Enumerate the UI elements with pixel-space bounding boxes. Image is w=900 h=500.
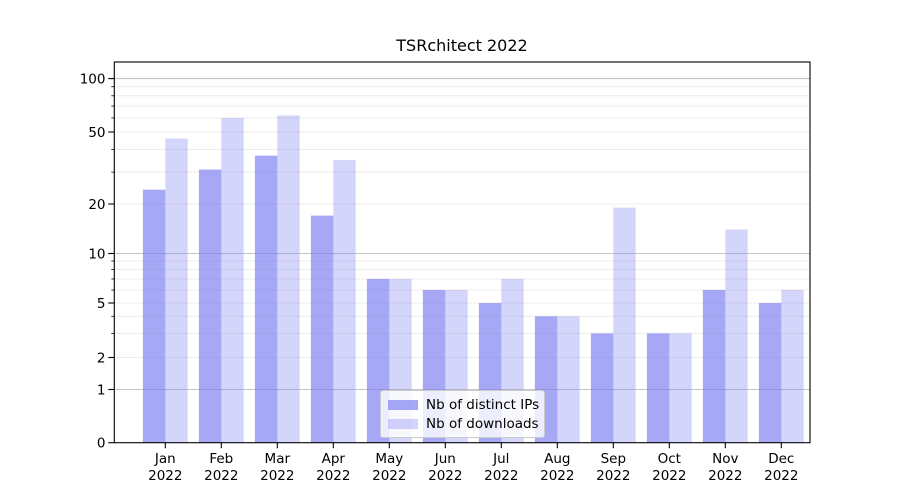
y-tick-label: 0 xyxy=(97,436,106,452)
x-tick-label-month: Apr xyxy=(322,451,346,467)
x-tick-label-month: Sep xyxy=(601,451,626,467)
legend-swatch-distinct-ips xyxy=(388,399,418,410)
y-tick-label: 1 xyxy=(97,382,106,398)
x-tick-label-year: 2022 xyxy=(372,468,406,484)
x-tick-label-year: 2022 xyxy=(428,468,462,484)
x-tick-label-year: 2022 xyxy=(316,468,350,484)
bar-distinct-ips-feb xyxy=(198,169,222,443)
y-tick-label: 100 xyxy=(80,71,106,87)
x-tick-label-year: 2022 xyxy=(148,468,182,484)
x-tick-label-year: 2022 xyxy=(708,468,742,484)
bar-downloads-feb xyxy=(221,117,244,443)
x-tick-label-year: 2022 xyxy=(484,468,518,484)
x-tick-label-year: 2022 xyxy=(540,468,574,484)
x-tick-label-month: Jul xyxy=(492,451,509,467)
bar-downloads-aug xyxy=(557,316,580,443)
bar-distinct-ips-oct xyxy=(646,333,670,443)
bar-distinct-ips-sep xyxy=(590,333,614,443)
x-tick-label-month: May xyxy=(375,451,403,467)
x-tick-label-month: Nov xyxy=(712,451,738,467)
bar-downloads-dec xyxy=(781,289,804,443)
bar-distinct-ips-mar xyxy=(254,155,278,443)
chart-title: TSRchitect 2022 xyxy=(396,36,528,55)
x-tick-label-month: Jun xyxy=(434,451,456,467)
x-tick-label-month: Feb xyxy=(209,451,233,467)
y-tick-label: 5 xyxy=(97,296,106,312)
legend-label-distinct-ips: Nb of distinct IPs xyxy=(426,396,540,413)
legend: Nb of distinct IPs Nb of downloads xyxy=(380,390,545,438)
y-tick-label: 10 xyxy=(88,246,105,262)
x-tick-label-month: Mar xyxy=(265,451,291,467)
bar-downloads-sep xyxy=(613,207,636,443)
x-tick-label-month: Dec xyxy=(768,451,794,467)
bar-downloads-nov xyxy=(725,229,748,443)
bar-downloads-mar xyxy=(277,115,300,443)
bar-distinct-ips-nov xyxy=(702,289,726,443)
y-tick-label: 50 xyxy=(88,125,105,141)
x-tick-label-year: 2022 xyxy=(596,468,630,484)
y-tick-label: 2 xyxy=(97,350,106,366)
bar-distinct-ips-jan xyxy=(142,189,166,443)
bar-downloads-jan xyxy=(165,138,188,443)
x-tick-label-month: Oct xyxy=(658,451,681,467)
x-tick-label-year: 2022 xyxy=(204,468,238,484)
legend-item-downloads: Nb of downloads xyxy=(388,416,544,432)
legend-item-distinct-ips: Nb of distinct IPs xyxy=(388,397,544,413)
x-tick-label-year: 2022 xyxy=(652,468,686,484)
legend-swatch-downloads xyxy=(388,418,418,429)
y-tick-label: 20 xyxy=(88,197,105,213)
x-tick-label-month: Aug xyxy=(544,451,570,467)
bar-downloads-apr xyxy=(333,160,356,443)
x-tick-label-year: 2022 xyxy=(764,468,798,484)
x-tick-label-year: 2022 xyxy=(260,468,294,484)
x-tick-label-month: Jan xyxy=(154,451,176,467)
legend-label-downloads: Nb of downloads xyxy=(426,415,539,432)
bar-distinct-ips-dec xyxy=(758,303,782,443)
bar-downloads-oct xyxy=(669,333,692,443)
axes-spines xyxy=(113,61,811,444)
bar-distinct-ips-apr xyxy=(310,215,334,443)
